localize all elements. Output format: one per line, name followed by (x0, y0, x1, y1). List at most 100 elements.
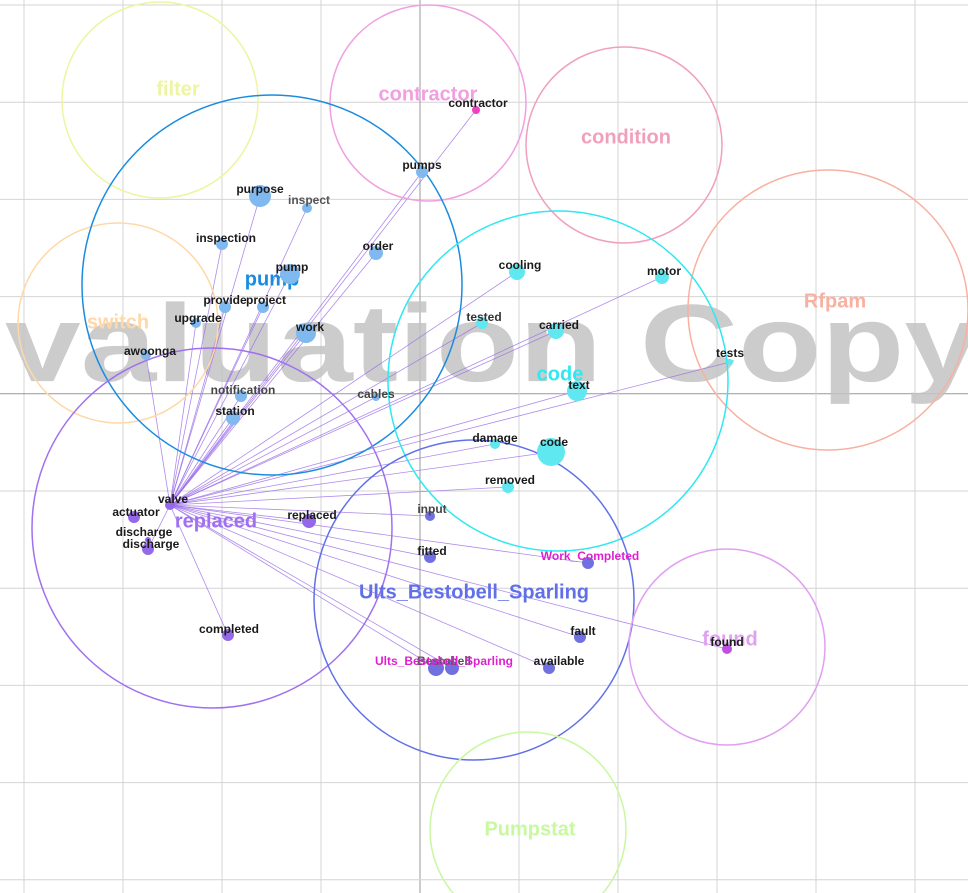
node-dot (722, 644, 732, 654)
node-label: available (534, 654, 585, 668)
edge (169, 273, 291, 506)
node-dot (548, 323, 564, 339)
node-label: cables (357, 387, 395, 401)
node-label: discharge (116, 525, 173, 539)
cluster-circle (31, 347, 393, 709)
cluster-circle (17, 222, 219, 424)
node-dot (222, 629, 234, 641)
cluster-label: found (702, 628, 758, 650)
node-dot (128, 511, 140, 523)
nodes: contractor pumps purpose inspect inspection o… (112, 96, 744, 676)
cluster-circle (628, 548, 826, 746)
node-dot (191, 318, 201, 328)
node-label: work (295, 320, 324, 334)
edge (169, 504, 550, 669)
cluster-label: condition (581, 126, 671, 148)
cluster-label: Rfpam (804, 290, 866, 312)
node-dot (280, 264, 300, 284)
node-label: tests (716, 346, 744, 360)
node-label: fitted (417, 544, 446, 558)
cluster-label: switch (87, 311, 149, 333)
node-label: discharge (123, 537, 180, 551)
cluster-circle (81, 94, 463, 476)
node-label: Ults_Bestobell_Sparling (375, 654, 513, 668)
edge (169, 504, 431, 517)
node-label: motor (647, 264, 681, 278)
edge (169, 306, 264, 506)
node-dot (296, 323, 316, 343)
node-dot (502, 481, 514, 493)
edge (169, 451, 552, 506)
cluster-label: replaced (175, 510, 257, 532)
node-label: damage (472, 431, 518, 445)
node-label: code (540, 435, 568, 449)
node-label: pumps (402, 158, 442, 172)
cluster-circle (313, 439, 635, 761)
node-label: valve (158, 492, 188, 506)
edge (169, 330, 557, 506)
node-label: pump (276, 260, 309, 274)
watermark: valuation Copy (5, 282, 968, 405)
cluster-circle (429, 731, 627, 893)
node-dot (655, 270, 669, 284)
node-label: contractor (448, 96, 508, 110)
node-label: station (215, 404, 254, 418)
edge (169, 171, 423, 506)
node-label: fault (570, 624, 595, 638)
node-label: notification (211, 383, 276, 397)
node-dot (145, 537, 151, 543)
node-label: purpose (236, 182, 284, 196)
node-label: found (710, 635, 743, 649)
edge (169, 504, 229, 636)
node-label: inspect (288, 193, 330, 207)
node-dot (472, 106, 480, 114)
cluster-label: contractor (379, 83, 478, 105)
node-dot (416, 166, 428, 178)
edge (169, 504, 581, 638)
node-dot (369, 246, 383, 260)
cluster-label: filter (156, 78, 200, 100)
node-dot (509, 264, 525, 280)
node-dot (445, 661, 459, 675)
node-dot (165, 500, 175, 510)
node-dot (574, 631, 586, 643)
node-dot (582, 557, 594, 569)
edge (169, 443, 496, 506)
node-dot (490, 439, 500, 449)
node-dot (428, 660, 444, 676)
node-dot (216, 238, 228, 250)
cluster-circle (329, 4, 527, 202)
clusters: filter contractor condition Rfpam switch pump… (17, 1, 968, 893)
edge (169, 504, 589, 564)
edge (169, 322, 197, 506)
node-label: project (246, 293, 286, 307)
node-dot (235, 390, 247, 402)
node-dot (567, 381, 587, 401)
node-label: replaced (287, 508, 336, 522)
node-label: completed (199, 622, 259, 636)
cluster-circle (525, 46, 723, 244)
edge (169, 322, 483, 506)
edge (145, 354, 171, 506)
node-dot (537, 438, 565, 466)
node-label: Bestobell (417, 654, 471, 668)
node-dot (424, 551, 436, 563)
node-label: provide (203, 293, 247, 307)
edge (169, 361, 731, 506)
node-label: order (363, 239, 394, 253)
node-dot (141, 350, 151, 360)
edge (169, 271, 518, 506)
node-dot (142, 543, 154, 555)
node-dot (226, 411, 240, 425)
node-label: input (417, 502, 446, 516)
node-dot (543, 662, 555, 674)
edge (169, 486, 509, 506)
edge (147, 504, 171, 550)
node-dot (727, 359, 733, 365)
cluster-label: Pumpstat (484, 818, 575, 840)
node-dot (219, 301, 231, 313)
cluster-circle (387, 210, 729, 552)
node-dot (476, 317, 488, 329)
